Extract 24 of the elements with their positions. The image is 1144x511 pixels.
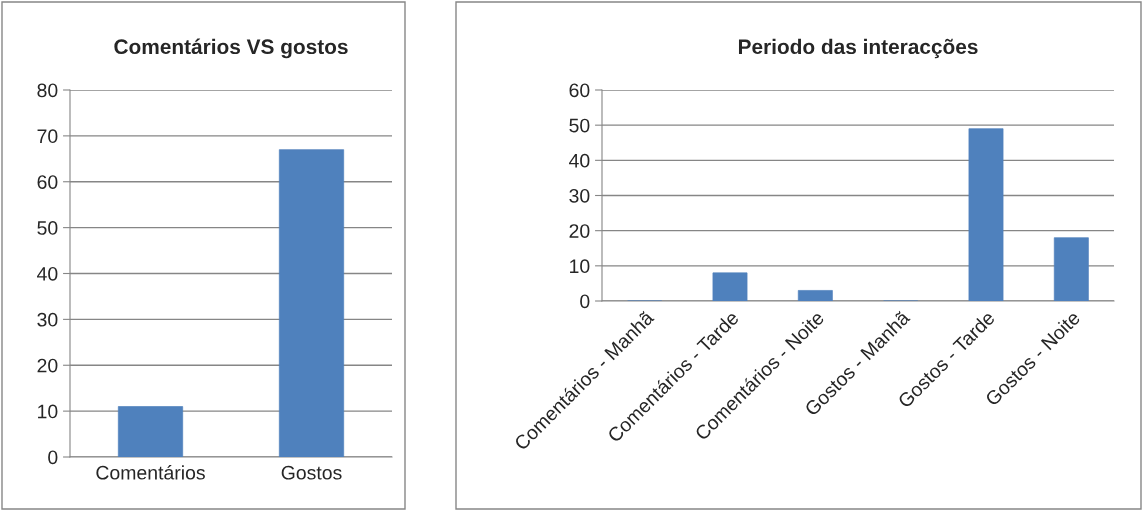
y-tick-label: 30: [569, 188, 590, 203]
bar: [1053, 237, 1089, 301]
y-tick-label: 40: [569, 153, 590, 168]
y-tick-label: 0: [580, 294, 590, 309]
y-tick-label: 50: [569, 118, 590, 133]
bar: [712, 272, 748, 301]
y-tick-label: 50: [37, 221, 58, 235]
y-tick-label: 0: [48, 450, 58, 465]
bar: [968, 128, 1004, 301]
y-tick-label: 60: [37, 175, 58, 189]
bar: [797, 290, 833, 301]
y-tick-label: 70: [37, 129, 58, 144]
chart-title: Comentários VS gostos: [114, 38, 348, 59]
y-tick-label: 40: [37, 266, 58, 281]
y-tick-label: 20: [569, 224, 590, 238]
y-tick-label: 10: [38, 404, 58, 419]
x-tick-label: Comentários: [96, 465, 205, 480]
chart-title: Periodo das interacções: [738, 38, 978, 59]
y-tick-label: 80: [37, 83, 58, 98]
y-tick-label: 30: [37, 312, 58, 327]
x-tick-label: Gostos: [281, 465, 342, 480]
y-tick-label: 60: [569, 83, 590, 98]
y-tick-label: 10: [570, 259, 590, 274]
y-tick-label: 20: [37, 358, 58, 373]
